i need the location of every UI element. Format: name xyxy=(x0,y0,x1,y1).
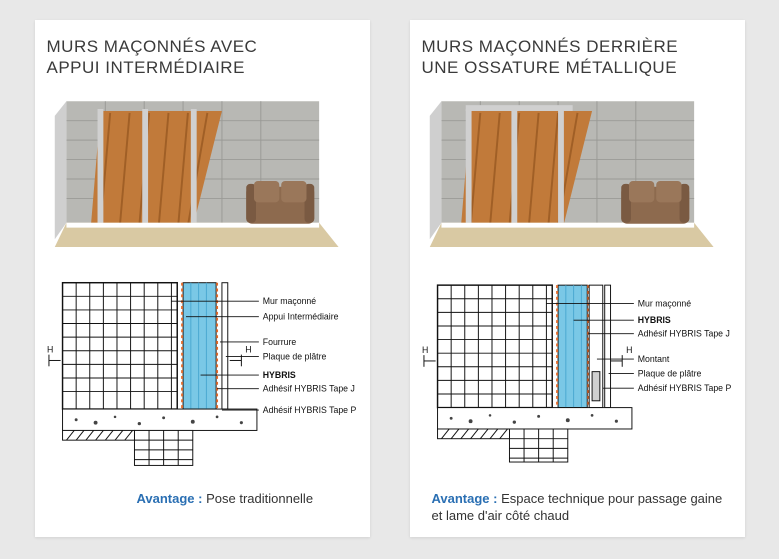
dlabel: Mur maçonné xyxy=(262,296,316,306)
advantage-line: Avantage : Espace technique pour passage… xyxy=(422,490,733,525)
dlabel: HYBRIS xyxy=(637,315,670,325)
dlabel: Montant xyxy=(637,353,669,363)
advantage-label: Avantage : xyxy=(432,491,498,506)
card-title: MURS MAÇONNÉS AVEC APPUI INTERMÉDIAIRE xyxy=(47,36,358,79)
dlabel: Fourrure xyxy=(262,336,296,346)
cards-row: MURS MAÇONNÉS AVEC APPUI INTERMÉDIAIRE xyxy=(30,20,749,537)
dlabel: Appui Intermédiaire xyxy=(262,311,338,321)
dlabel: Plaque de plâtre xyxy=(637,368,701,378)
dlabel: Plaque de plâtre xyxy=(262,351,326,361)
dlabel: HYBRIS xyxy=(262,369,295,379)
dlabel: Adhésif HYBRIS Tape P xyxy=(262,404,356,414)
title-line-1: MURS MAÇONNÉS AVEC xyxy=(47,37,258,56)
dlabel: Adhésif HYBRIS Tape J xyxy=(262,383,354,393)
svg-text:H: H xyxy=(422,345,428,355)
title-line-1: MURS MAÇONNÉS DERRIÈRE xyxy=(422,37,679,56)
render-3d xyxy=(422,89,733,269)
title-line-2: UNE OSSATURE MÉTALLIQUE xyxy=(422,58,678,77)
card-title: MURS MAÇONNÉS DERRIÈRE UNE OSSATURE MÉTA… xyxy=(422,36,733,79)
advantage-line: Avantage : Pose traditionnelle xyxy=(47,490,358,508)
advantage-label: Avantage : xyxy=(137,491,203,506)
schematic-diagram: H H Mur maçonné HYBRIS Adhésif HYBRIS Ta… xyxy=(422,274,733,479)
render-3d xyxy=(47,89,358,269)
svg-text:H: H xyxy=(47,344,53,354)
card-appui-intermediaire: MURS MAÇONNÉS AVEC APPUI INTERMÉDIAIRE xyxy=(35,20,370,537)
svg-text:H: H xyxy=(245,344,251,354)
advantage-text: Pose traditionnelle xyxy=(202,491,313,506)
dlabel: Mur maçonné xyxy=(637,298,691,308)
dlabel: Adhésif HYBRIS Tape J xyxy=(637,328,729,338)
schematic-diagram: H H Mur maçonné Appui Intermédiaire Four… xyxy=(47,274,358,479)
card-ossature-metallique: MURS MAÇONNÉS DERRIÈRE UNE OSSATURE MÉTA… xyxy=(410,20,745,537)
title-line-2: APPUI INTERMÉDIAIRE xyxy=(47,58,245,77)
svg-text:H: H xyxy=(626,345,632,355)
dlabel: Adhésif HYBRIS Tape P xyxy=(637,383,731,393)
